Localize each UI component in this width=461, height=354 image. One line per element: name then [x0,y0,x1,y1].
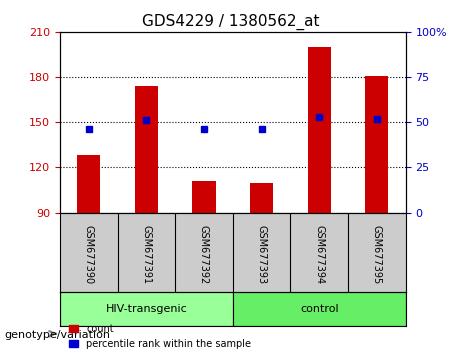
Text: GSM677390: GSM677390 [84,224,94,284]
FancyBboxPatch shape [233,292,406,326]
Bar [365,75,388,213]
Text: GDS4229 / 1380562_at: GDS4229 / 1380562_at [142,14,319,30]
Bar [77,155,100,213]
Text: GSM677394: GSM677394 [314,224,324,284]
Bar [308,47,331,213]
Bar [135,86,158,213]
Text: genotype/variation: genotype/variation [5,330,111,339]
Bar [250,183,273,213]
Legend: count, percentile rank within the sample: count, percentile rank within the sample [65,320,255,353]
FancyBboxPatch shape [60,292,233,326]
Bar [193,181,216,213]
Text: GSM677395: GSM677395 [372,224,382,284]
Text: GSM677393: GSM677393 [257,224,266,284]
Text: control: control [300,304,338,314]
Text: GSM677391: GSM677391 [142,224,151,284]
Text: GSM677392: GSM677392 [199,224,209,284]
Text: HIV-transgenic: HIV-transgenic [106,304,187,314]
